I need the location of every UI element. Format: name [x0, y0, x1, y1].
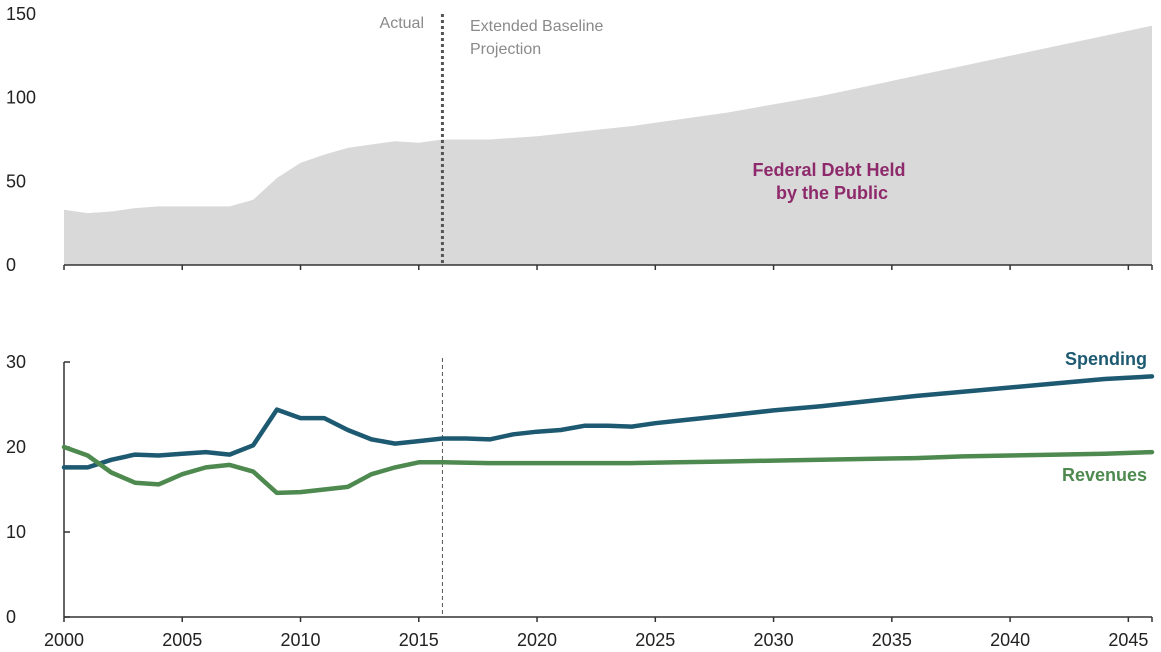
- budget-y-tick-label: 30: [6, 352, 26, 372]
- revenues-line: [61, 444, 1155, 496]
- budget-x-tick-label: 2010: [280, 630, 320, 650]
- spending-line: [61, 374, 1155, 470]
- budget-y-tick-label: 0: [6, 607, 16, 627]
- debt-y-tick-label: 50: [6, 171, 26, 191]
- debt-y-tick-label: 100: [6, 88, 36, 108]
- budget-x-tick-label: 2000: [44, 630, 84, 650]
- actual-label: Actual: [380, 15, 424, 32]
- projection-label-line1: Extended Baseline: [470, 18, 604, 35]
- budget-x-tick-label: 2025: [635, 630, 675, 650]
- projection-label-line2: Projection: [470, 41, 541, 58]
- budget-x-tick-label: 2035: [872, 630, 912, 650]
- budget-x-tick-label: 2015: [399, 630, 439, 650]
- spending-series-label: Spending: [1065, 349, 1147, 369]
- budget-x-ticks: 2000 2005 2010 2015 2020 2025 2030 2035 2040 2045: [44, 617, 1153, 650]
- debt-y-tick-label: 0: [6, 255, 16, 275]
- budget-x-tick-label: 2045: [1108, 630, 1148, 650]
- debt-y-tick-label: 150: [6, 4, 36, 24]
- debt-x-ticks: [63, 265, 1153, 270]
- debt-panel: 0 50 100 150 Actual Extended Baseline Proje…: [6, 4, 1153, 275]
- budget-x-tick-label: 2020: [517, 630, 557, 650]
- budget-y-ticks: 0 10 20 30: [6, 352, 70, 627]
- revenues-series-label: Revenues: [1062, 465, 1147, 485]
- debt-y-tick-labels: 0 50 100 150: [6, 4, 36, 275]
- budget-x-tick-label: 2005: [162, 630, 202, 650]
- debt-series-label-line1: Federal Debt Held: [752, 160, 905, 180]
- budget-y-tick-label: 10: [6, 522, 26, 542]
- debt-area: [64, 25, 1152, 266]
- debt-series-label-line2: by the Public: [776, 183, 888, 203]
- budget-series-lines: [61, 374, 1155, 496]
- budget-x-tick-label: 2040: [990, 630, 1030, 650]
- budget-x-tick-label: 2030: [754, 630, 794, 650]
- budget-y-tick-label: 20: [6, 437, 26, 457]
